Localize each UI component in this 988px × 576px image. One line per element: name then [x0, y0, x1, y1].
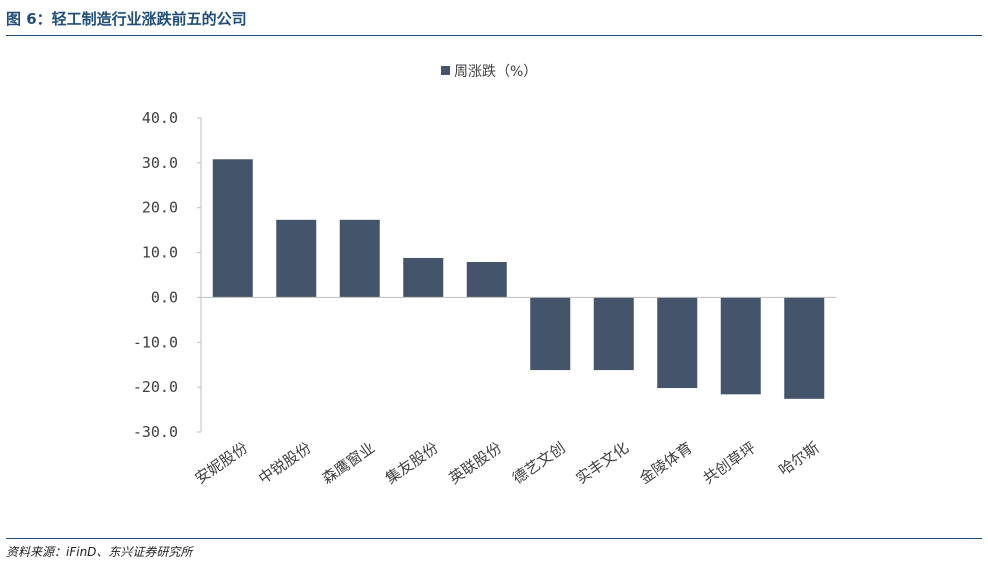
bar-10 [784, 297, 825, 399]
y-tick-label: -10.0 [133, 333, 178, 351]
x-category-label: 英联股份 [446, 439, 505, 488]
x-category-label: 金陵体育 [636, 439, 695, 488]
figure-title: 图 6：轻工制造行业涨跌前五的公司 [6, 10, 247, 28]
y-tick-label: 0.0 [151, 288, 178, 306]
bar-6 [530, 297, 571, 371]
x-axis-labels: 安妮股份 中锐股份 森鹰窗业 集友股份 英联股份 德艺文创 实丰文化 金陵体育 共创草坪 哈尔斯 [192, 439, 823, 488]
x-category-label: 中锐股份 [255, 439, 314, 488]
x-category-label: 安妮股份 [192, 439, 251, 488]
chart-legend: 周涨跌（%） [441, 64, 537, 80]
y-tick-label: 30.0 [142, 154, 178, 172]
y-tick-label: -20.0 [133, 378, 178, 396]
bar-chart: 周涨跌（%） 40.0 30.0 20.0 10.0 0.0 -10.0 -20.0 -30.… [133, 64, 836, 488]
y-axis-ticks: 40.0 30.0 20.0 10.0 0.0 -10.0 -20.0 -30.0 [133, 109, 201, 441]
y-tick-label: 20.0 [142, 199, 178, 217]
y-tick-label: 40.0 [142, 109, 178, 127]
bar-9 [720, 297, 761, 395]
bar-2 [276, 219, 317, 298]
legend-swatch [441, 66, 450, 75]
y-tick-label: -30.0 [133, 423, 178, 441]
x-category-label: 集友股份 [382, 439, 441, 488]
footer-divider [6, 538, 982, 539]
bar-7 [593, 297, 634, 371]
bar-4 [403, 257, 444, 298]
x-category-label: 共创草坪 [700, 439, 759, 488]
bar-series [212, 159, 825, 399]
x-category-label: 哈尔斯 [775, 439, 822, 480]
x-category-label: 实丰文化 [573, 439, 632, 488]
y-tick-label: 10.0 [142, 244, 178, 262]
bar-3 [339, 219, 380, 298]
source-note: 资料来源：iFinD、东兴证券研究所 [6, 545, 193, 559]
legend-label: 周涨跌（%） [454, 64, 537, 80]
x-category-label: 森鹰窗业 [319, 439, 378, 488]
x-category-label: 德艺文创 [509, 439, 568, 488]
bar-8 [657, 297, 698, 389]
title-divider [6, 35, 982, 36]
bar-5 [466, 261, 507, 298]
bar-1 [212, 159, 253, 298]
